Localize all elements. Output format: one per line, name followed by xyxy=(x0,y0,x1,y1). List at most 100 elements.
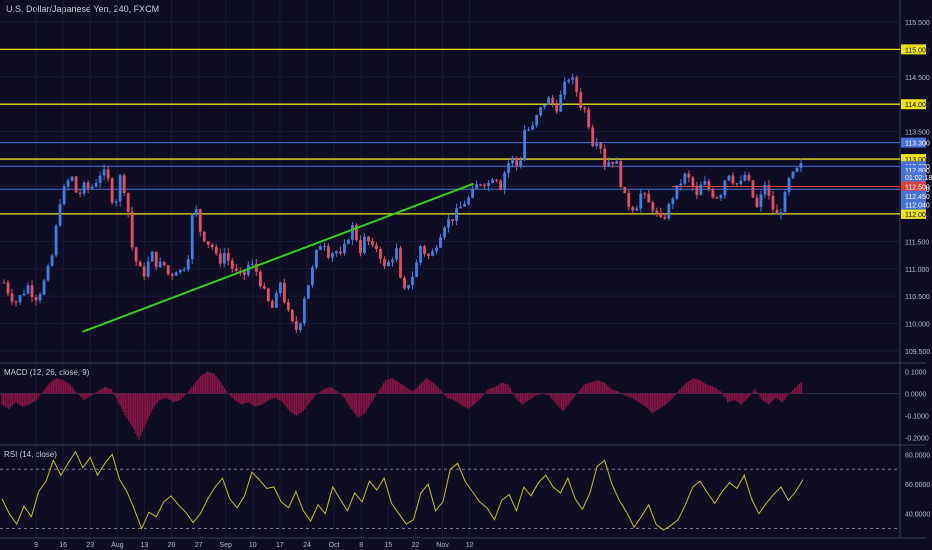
candle-body xyxy=(571,77,575,80)
candle-body xyxy=(631,207,635,211)
candle-body xyxy=(755,197,759,207)
candle-body xyxy=(559,94,563,112)
time-tick-label: 13 xyxy=(141,542,149,549)
time-tick-label: 10 xyxy=(249,542,257,549)
candle-body xyxy=(771,195,775,210)
candle-body xyxy=(118,175,122,202)
candle-body xyxy=(343,243,346,254)
candle-body xyxy=(459,206,462,209)
candle-body xyxy=(298,323,302,330)
level-badge: 113.000 xyxy=(905,157,930,164)
candle-body xyxy=(691,177,695,187)
candle-body xyxy=(747,174,751,181)
candle-body xyxy=(110,178,114,203)
candle-body xyxy=(543,105,547,108)
trendline[interactable] xyxy=(82,182,474,333)
price-tick-label: 111.500 xyxy=(905,239,929,246)
candle-body xyxy=(579,92,583,108)
candle-body xyxy=(318,246,322,250)
candle-body xyxy=(651,202,655,211)
candle-body xyxy=(567,79,571,82)
candle-body xyxy=(138,261,142,267)
candle-body xyxy=(455,208,458,221)
candle-body xyxy=(615,161,619,164)
candle-body xyxy=(134,247,138,262)
candle-body xyxy=(379,248,382,260)
candle-body xyxy=(234,268,238,271)
candle-body xyxy=(491,179,495,183)
candle-body xyxy=(555,104,559,112)
candle-body xyxy=(603,148,607,167)
candle-body xyxy=(302,298,306,324)
time-tick-label: 22 xyxy=(412,542,420,549)
candle-body xyxy=(531,125,535,130)
candle-body xyxy=(278,282,282,294)
candle-body xyxy=(66,180,70,187)
candle-body xyxy=(90,186,94,189)
candle-body xyxy=(206,241,210,245)
candle-body xyxy=(30,285,34,298)
candle-body xyxy=(102,169,106,176)
macd-histogram xyxy=(0,371,900,440)
candle-body xyxy=(583,107,587,110)
candles xyxy=(2,73,803,334)
level-badge-bg xyxy=(901,99,926,110)
horizontal-levels xyxy=(0,48,900,215)
candle-body xyxy=(707,181,711,190)
time-tick-label: 27 xyxy=(195,542,203,549)
candle-body xyxy=(479,184,482,186)
candle-body xyxy=(266,288,270,302)
candle-body xyxy=(607,161,611,167)
candle-body xyxy=(182,269,186,271)
candle-body xyxy=(787,178,791,192)
candle-body xyxy=(6,282,10,294)
rsi-tick-label: 40.0000 xyxy=(905,512,930,519)
candle-body xyxy=(727,175,731,181)
candle-body xyxy=(371,241,374,246)
time-tick-label: 8 xyxy=(359,542,363,549)
candle-body xyxy=(214,247,218,254)
candle-body xyxy=(210,244,214,248)
candle-body xyxy=(471,188,474,198)
price-badge: 112.500 xyxy=(905,184,930,191)
candle-body xyxy=(339,251,342,254)
price-tick-label: 115.500 xyxy=(905,20,930,27)
candle-body xyxy=(575,77,579,93)
candle-body xyxy=(74,176,78,193)
candle-body xyxy=(162,261,166,266)
candle-body xyxy=(46,265,50,281)
price-axis[interactable]: 115.500 115.000 114.500 114.000 113.500 113.0… xyxy=(905,20,930,519)
candle-body xyxy=(310,267,314,286)
candle-body xyxy=(791,171,795,179)
price-tick-label: 110.500 xyxy=(905,294,930,301)
time-tick-label: Oct xyxy=(329,542,340,549)
candle-body xyxy=(723,180,727,196)
candle-body xyxy=(551,97,555,105)
candle-body xyxy=(226,253,230,261)
candle-body xyxy=(86,182,90,189)
candle-body xyxy=(523,129,527,161)
rsi-pane xyxy=(0,450,900,531)
candle-body xyxy=(351,225,354,240)
candle-body xyxy=(435,247,438,252)
price-badge: 112.040 xyxy=(905,203,930,210)
time-tick-label: 9 xyxy=(34,542,38,549)
candle-body xyxy=(383,259,386,267)
level-badge: 114.000 xyxy=(905,102,930,109)
candle-body xyxy=(230,260,234,269)
candle-body xyxy=(643,193,647,195)
candle-body xyxy=(759,194,763,207)
time-axis[interactable]: 9 16 23 Aug 13 20 27 Sep 10 17 24 Oct 8 15 22 Nov 12 xyxy=(34,542,474,549)
candle-body xyxy=(799,163,803,168)
candle-body xyxy=(419,246,422,263)
price-tick-label: 109.500 xyxy=(905,349,930,356)
price-tick-label: 111.000 xyxy=(905,267,929,274)
candle-body xyxy=(779,212,783,214)
price-badge-bg xyxy=(901,172,926,183)
candle-body xyxy=(126,192,130,212)
candle-body xyxy=(14,301,18,303)
rsi-tick-label: 60.0000 xyxy=(905,482,930,489)
candle-body xyxy=(675,185,679,199)
candle-body xyxy=(659,212,663,217)
